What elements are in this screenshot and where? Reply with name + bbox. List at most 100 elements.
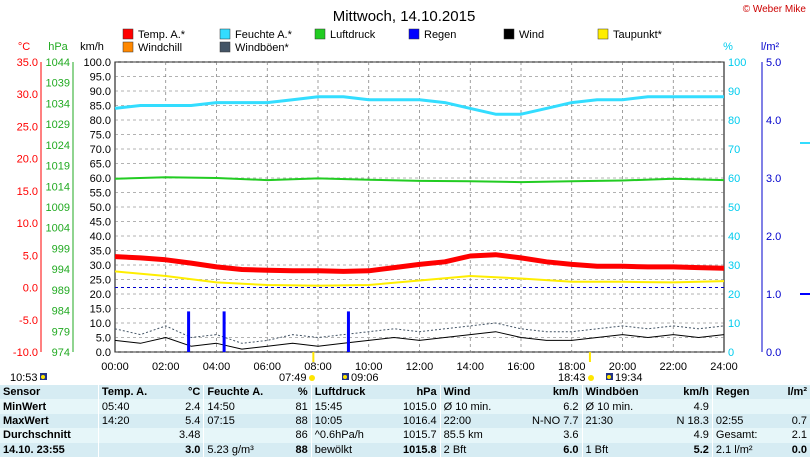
legend: Temp. A.* Feuchte A.* Luftdruck Regen Wind Ta… xyxy=(122,28,663,54)
temp-tick: 35.0 xyxy=(17,57,38,69)
table-cell: N 18.3 xyxy=(660,413,713,429)
table-cell: MinWert xyxy=(0,399,99,414)
table-cell: 14:20 xyxy=(97,413,167,429)
pressure-tick: 994 xyxy=(52,264,70,276)
table-header-cell: °C xyxy=(166,385,204,400)
table-cell xyxy=(581,428,661,443)
time-tick: 08:00 xyxy=(304,361,332,373)
table-cell: 0.0 xyxy=(776,442,810,457)
table-header-cell: Windböen xyxy=(581,385,661,400)
humidity-tick: 30 xyxy=(728,260,740,272)
series-windb-en- xyxy=(114,322,725,344)
humidity-tick: 0 xyxy=(728,347,734,359)
legend-swatch xyxy=(122,41,134,53)
wind-tick: 35.0 xyxy=(90,246,111,258)
table-cell: N-NO 7.7 xyxy=(511,413,582,429)
legend-swatch xyxy=(503,28,515,40)
legend-swatch xyxy=(219,41,231,53)
table-header-cell: Sensor xyxy=(0,385,99,400)
table-cell: 4.9 xyxy=(660,399,713,414)
table-cell xyxy=(776,399,810,414)
series-temp-a- xyxy=(114,252,725,274)
table-row: 14.10. 23:55 3.0 5.23 g/m³ 88 bewölkt 1015.8 2… xyxy=(0,442,810,457)
table-cell: ^0.6hPa/h xyxy=(310,428,387,443)
time-tick: 10:00 xyxy=(355,361,383,373)
table-header-cell: % xyxy=(286,385,312,400)
wind-tick: 85.0 xyxy=(90,101,111,113)
time-tick: 20:00 xyxy=(609,361,637,373)
table-cell: MaxWert xyxy=(0,413,99,429)
table-header-cell: Wind xyxy=(439,385,512,400)
wind-tick: 100.0 xyxy=(83,57,111,69)
table-header-cell: km/h xyxy=(511,385,582,400)
humidity-tick: 20 xyxy=(728,289,740,301)
rain-tick: 3.0 xyxy=(766,173,781,185)
table-header-cell: Regen xyxy=(711,385,777,400)
pressure-tick: 1024 xyxy=(46,140,70,152)
legend-label: Feuchte A.* xyxy=(235,29,293,41)
series-feuchte-a- xyxy=(114,95,724,116)
pressure-tick: 1044 xyxy=(46,57,70,69)
wind-tick: 45.0 xyxy=(90,217,111,229)
sun-moon-time: 19:34 xyxy=(615,372,643,384)
wind-tick: 20.0 xyxy=(90,289,111,301)
pressure-tick: 1014 xyxy=(46,181,70,193)
legend-swatch xyxy=(314,28,326,40)
series-taupunkt- xyxy=(114,270,725,287)
wind-tick: 10.0 xyxy=(90,318,111,330)
humidity-tick: 80 xyxy=(728,115,740,127)
time-tick: 06:00 xyxy=(253,361,281,373)
rain-tick: 2.0 xyxy=(766,231,781,243)
temp-tick: 25.0 xyxy=(17,121,38,133)
table-cell xyxy=(711,399,777,414)
table-header-cell: km/h xyxy=(660,385,713,400)
humidity-tick: 100 xyxy=(728,57,746,69)
table-row: MinWert 05:40 2.4 14:50 81 15:45 1015.0 Ø 10 mi… xyxy=(0,399,810,414)
wind-tick: 40.0 xyxy=(90,231,111,243)
table-cell: 02:55 xyxy=(711,413,777,429)
pressure-tick: 1034 xyxy=(46,98,70,110)
legend-label: Temp. A.* xyxy=(138,29,186,41)
table-cell: 1015.7 xyxy=(386,428,441,443)
table-header-cell: Luftdruck xyxy=(310,385,387,400)
temp-tick: 30.0 xyxy=(17,89,38,101)
pressure-tick: 1039 xyxy=(46,78,70,90)
legend-swatch xyxy=(122,28,134,40)
table-cell xyxy=(203,428,287,443)
table-header-cell: l/m² xyxy=(776,385,810,400)
stats-table: Sensor Temp. A. °C Feuchte A.% Luftdruck hPa W… xyxy=(0,385,810,457)
pressure-tick: 1004 xyxy=(46,223,70,235)
temp-axis-unit: °C xyxy=(18,41,30,53)
pressure-tick: 984 xyxy=(52,306,70,318)
table-row: Durchschnitt 3.48 86 ^0.6hPa/h 1015.7 85.5 km… xyxy=(0,428,810,443)
temp-tick: 0.0 xyxy=(23,283,38,295)
moon-glow xyxy=(41,375,45,379)
pressure-tick: 974 xyxy=(52,347,70,359)
humidity-tick: 60 xyxy=(728,173,740,185)
wind-tick: 80.0 xyxy=(90,115,111,127)
humidity-tick: 70 xyxy=(728,144,740,156)
wind-tick: 55.0 xyxy=(90,188,111,200)
legend-label: Windchill xyxy=(138,42,182,54)
wind-tick: 25.0 xyxy=(90,275,111,287)
table-cell: 0.7 xyxy=(776,413,810,429)
rain-bar xyxy=(187,311,191,352)
table-cell: 88 xyxy=(286,413,312,429)
table-cell: 22:00 xyxy=(439,413,512,429)
legend-swatch xyxy=(597,28,609,40)
humidity-tick: 10 xyxy=(728,318,740,330)
wind-tick: 75.0 xyxy=(90,130,111,142)
table-cell: Gesamt: xyxy=(711,428,777,443)
table-cell: 1016.4 xyxy=(386,413,441,429)
rain-axis-unit: l/m² xyxy=(761,41,780,53)
series-luftdruck xyxy=(114,176,725,184)
table-cell: 85.5 km xyxy=(439,428,512,443)
legend-label: Taupunkt* xyxy=(613,29,663,41)
wind-tick: 15.0 xyxy=(90,304,111,316)
table-cell: bewölkt xyxy=(310,442,387,457)
humidity-axis-unit: % xyxy=(723,41,733,53)
table-cell: 2.1 xyxy=(776,428,810,443)
weather-chart: Mittwoch, 14.10.2015 © Weber Mike Temp. … xyxy=(10,4,810,384)
temp-tick: 5.0 xyxy=(23,250,38,262)
time-tick: 22:00 xyxy=(659,361,687,373)
